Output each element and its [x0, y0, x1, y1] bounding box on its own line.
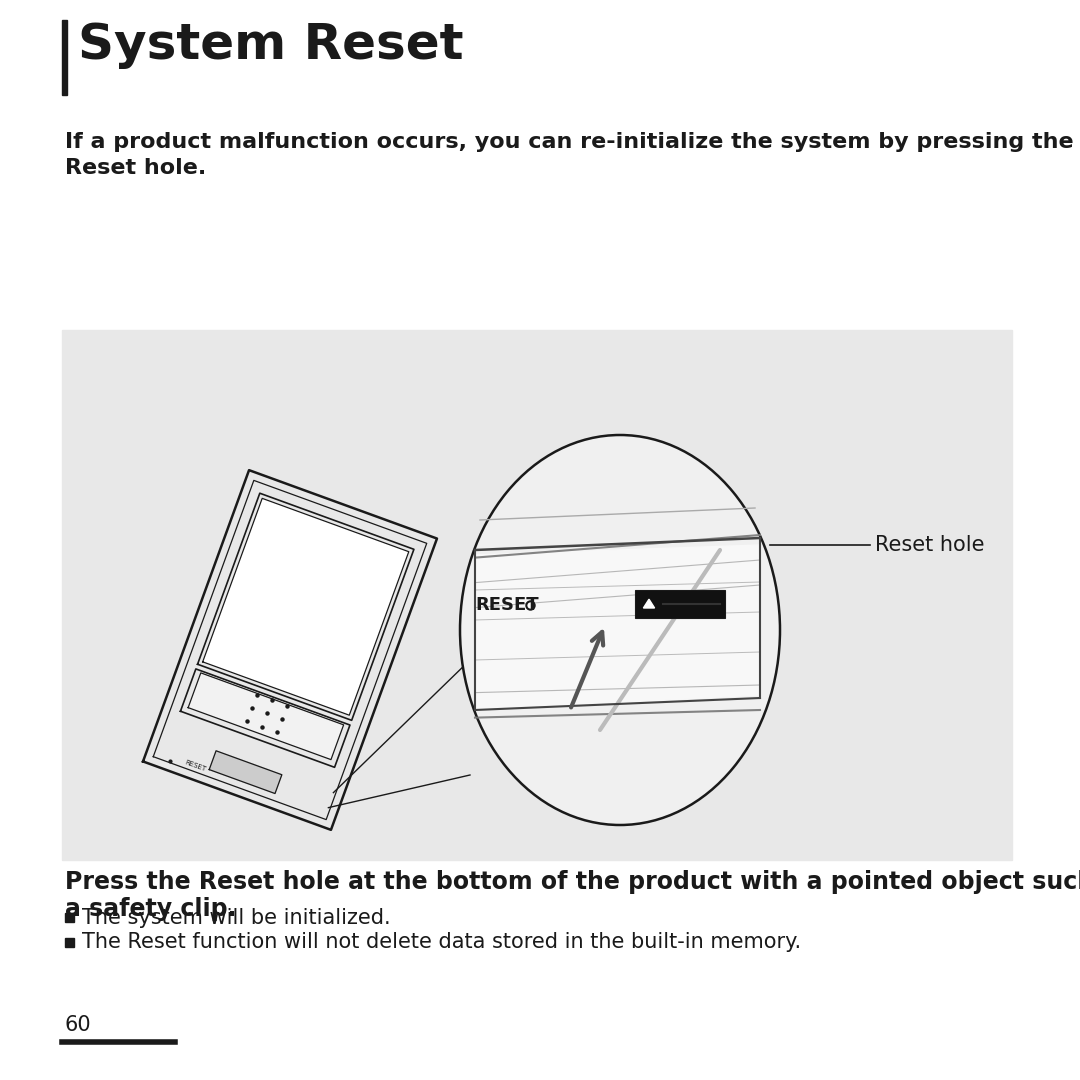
Text: The system will be initialized.: The system will be initialized.: [82, 907, 391, 928]
Text: a safety clip.: a safety clip.: [65, 897, 237, 921]
Ellipse shape: [460, 435, 780, 825]
Bar: [635, 590, 725, 618]
Polygon shape: [475, 545, 760, 710]
Bar: [62, 21, 67, 95]
Text: 60: 60: [65, 1015, 92, 1035]
Bar: [62, 330, 1012, 860]
Text: Reset hole: Reset hole: [875, 535, 985, 555]
Bar: [65, 939, 75, 947]
Text: The Reset function will not delete data stored in the built-in memory.: The Reset function will not delete data …: [82, 932, 801, 953]
Polygon shape: [203, 498, 409, 715]
Text: System Reset: System Reset: [78, 21, 463, 69]
Text: RESET: RESET: [184, 759, 207, 772]
Polygon shape: [188, 673, 343, 759]
Bar: [65, 913, 75, 922]
Text: Press the Reset hole at the bottom of the product with a pointed object such as: Press the Reset hole at the bottom of th…: [65, 870, 1080, 894]
Polygon shape: [210, 751, 282, 794]
Polygon shape: [644, 599, 654, 608]
Text: Reset hole.: Reset hole.: [65, 158, 206, 178]
Text: If a product malfunction occurs, you can re-initialize the system by pressing th: If a product malfunction occurs, you can…: [65, 132, 1074, 152]
Text: RESET: RESET: [475, 596, 539, 615]
